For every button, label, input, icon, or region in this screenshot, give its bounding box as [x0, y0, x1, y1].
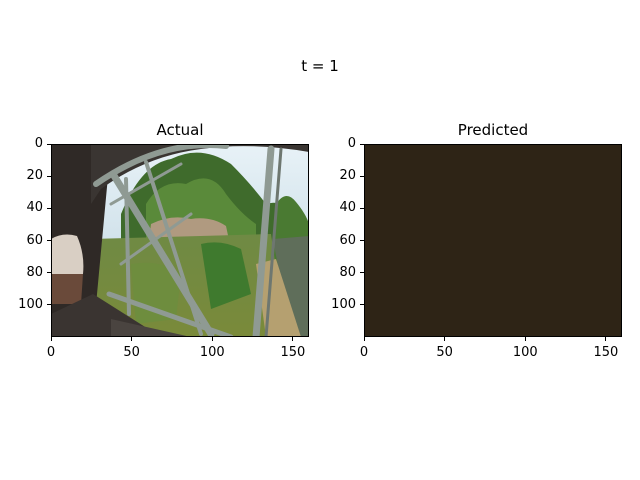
- predicted-frame-image: [364, 144, 622, 337]
- predicted-image-axes: [364, 144, 622, 337]
- actual-xtick-mark: [131, 337, 133, 341]
- actual-ytick-label: 100: [18, 296, 43, 312]
- predicted-ytick-label: 40: [339, 200, 356, 216]
- actual-ytick-label: 0: [34, 136, 43, 151]
- actual-ytick-mark: [47, 143, 51, 145]
- predicted-ytick-label: 20: [339, 168, 356, 184]
- actual-axes-frame: [51, 144, 309, 337]
- predicted-ytick-label: 0: [347, 136, 356, 151]
- actual-ytick-mark: [47, 175, 51, 177]
- predicted-panel-title: Predicted: [457, 121, 529, 139]
- predicted-xtick-mark: [444, 337, 446, 341]
- predicted-ytick-mark: [360, 240, 364, 241]
- actual-ytick-label: 60: [26, 232, 43, 248]
- predicted-xtick-label: 100: [512, 345, 538, 360]
- actual-xtick-mark: [211, 337, 213, 341]
- predicted-axes-frame: [364, 144, 622, 337]
- predicted-ytick-mark: [360, 207, 364, 209]
- predicted-xtick-mark: [363, 337, 365, 341]
- actual-xtick-label: 50: [123, 345, 140, 360]
- actual-xtick-mark: [292, 337, 294, 341]
- predicted-ytick-label: 80: [339, 264, 356, 280]
- predicted-xtick-label: 150: [593, 345, 619, 360]
- actual-ytick-mark: [47, 207, 51, 209]
- predicted-ytick-mark: [360, 304, 364, 306]
- predicted-xtick-label: 50: [436, 345, 453, 360]
- actual-ytick-label: 40: [26, 200, 43, 216]
- predicted-ytick-mark: [360, 143, 364, 145]
- actual-ytick-label: 20: [26, 168, 43, 184]
- actual-ytick-mark: [47, 240, 51, 241]
- actual-xtick-label: 0: [46, 345, 56, 360]
- actual-panel-title: Actual: [156, 121, 204, 139]
- actual-frame-image: [51, 144, 309, 337]
- actual-image-axes: [51, 144, 309, 337]
- actual-ytick-label: 80: [26, 264, 43, 280]
- actual-xtick-label: 150: [280, 345, 306, 360]
- predicted-ytick-label: 60: [339, 232, 356, 248]
- predicted-xtick-label: 0: [359, 345, 369, 360]
- predicted-xtick-mark: [524, 337, 526, 341]
- actual-xtick-label: 100: [199, 345, 225, 360]
- figure-suptitle: t = 1: [301, 57, 339, 75]
- predicted-ytick-mark: [360, 175, 364, 177]
- actual-ytick-mark: [47, 272, 51, 274]
- actual-ytick-mark: [47, 304, 51, 306]
- predicted-ytick-mark: [360, 272, 364, 274]
- predicted-ytick-label: 100: [331, 296, 356, 312]
- actual-xtick-mark: [50, 337, 52, 341]
- predicted-xtick-mark: [605, 337, 607, 341]
